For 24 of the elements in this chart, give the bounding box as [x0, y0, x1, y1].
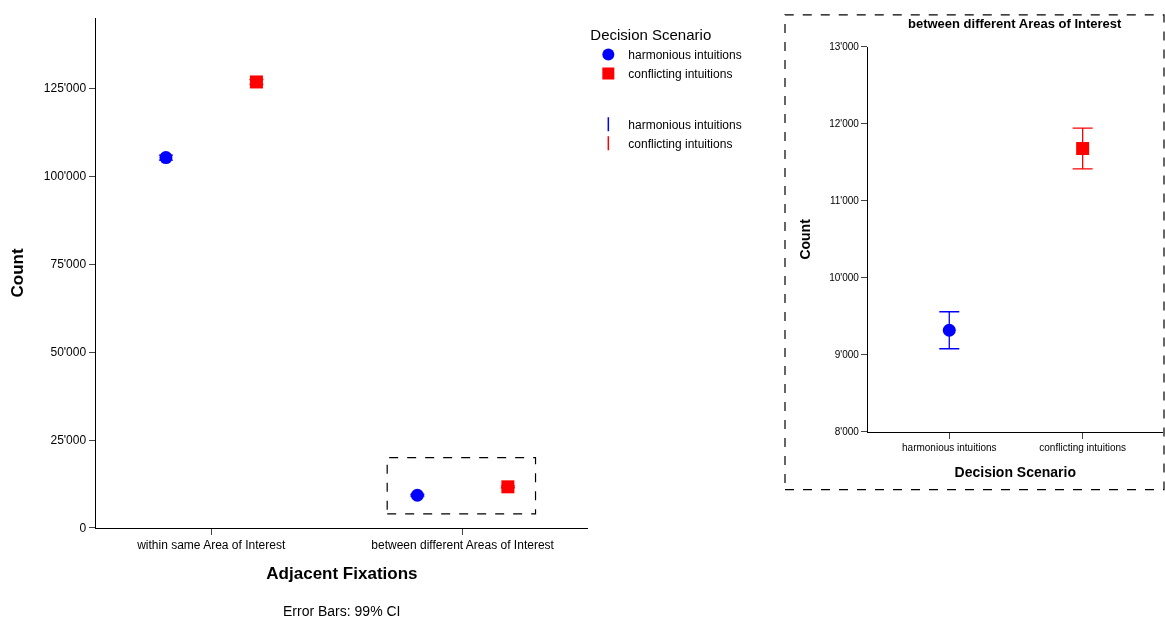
legend-label: harmonious intuitions — [628, 117, 742, 132]
y-tick-label: 125'000 — [43, 81, 87, 96]
legend-label: conflicting intuitions — [628, 67, 733, 82]
x-tick-label: within same Area of Interest — [136, 538, 286, 553]
chart-title: between different Areas of Interest — [908, 16, 1123, 31]
y-tick-label: 50'000 — [50, 345, 87, 360]
y-tick-label: 13'000 — [829, 41, 860, 53]
y-tick-label: 12'000 — [829, 118, 860, 130]
text: harmonious intuitions — [628, 48, 742, 63]
y-tick-label: 0 — [79, 521, 87, 536]
y-axis-title: Count — [796, 218, 813, 260]
y-tick-label: 25'000 — [50, 433, 87, 448]
y-tick-label: 8'000 — [834, 426, 860, 438]
legend-title: Decision Scenario — [590, 25, 712, 43]
y-tick-label: 100'000 — [43, 169, 87, 184]
y-axis-title: Count — [8, 248, 28, 298]
x-axis-title: Adjacent Fixations — [266, 563, 418, 583]
text: Error Bars: 99% CI — [283, 603, 401, 619]
y-tick-label: 10'000 — [829, 272, 860, 284]
text: conflicting intuitions — [628, 136, 733, 151]
x-axis-title: Decision Scenario — [954, 464, 1076, 481]
y-tick-label: 75'000 — [50, 257, 87, 272]
y-tick-label: 11'000 — [829, 195, 860, 207]
y-tick-label: 9'000 — [834, 349, 860, 361]
